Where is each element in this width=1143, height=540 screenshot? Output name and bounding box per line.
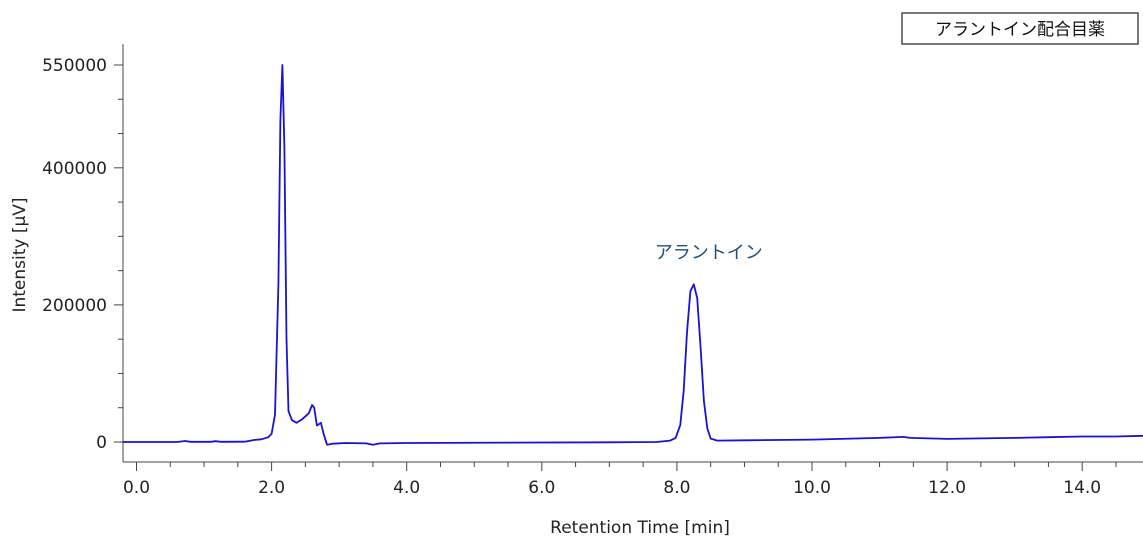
- x-tick-label: 10.0: [793, 478, 831, 498]
- y-axis-ticks: 0 200000 400000 550000: [42, 56, 123, 453]
- sample-label-frame: [901, 12, 1139, 45]
- x-axis-ticks: 0.0 2.0 4.0 6.0 8.0 10.0 12.0 14.0: [123, 462, 1117, 498]
- x-tick-label: 12.0: [928, 478, 966, 498]
- x-axis-title: Retention Time [min]: [550, 518, 730, 538]
- series-layer: [123, 64, 1143, 446]
- y-tick-label: 0: [96, 433, 107, 453]
- y-tick-label: 550000: [42, 56, 107, 76]
- x-tick-label: 6.0: [528, 478, 555, 498]
- peak-label: アラントイン: [655, 242, 763, 263]
- sample-label-box: アラントイン配合目薬: [901, 12, 1139, 45]
- x-tick-label: 2.0: [258, 478, 285, 498]
- x-tick-label: 4.0: [393, 478, 420, 498]
- annotation-layer: アラントイン: [655, 242, 763, 263]
- y-tick-label: 400000: [42, 159, 107, 179]
- chromatogram-trace: [123, 64, 1143, 446]
- y-axis-title: Intensity [µV]: [10, 197, 30, 312]
- x-tick-label: 8.0: [663, 478, 690, 498]
- x-tick-label: 0.0: [123, 478, 150, 498]
- x-tick-label: 14.0: [1063, 478, 1101, 498]
- y-tick-label: 200000: [42, 296, 107, 316]
- sample-label: アラントイン配合目薬: [935, 20, 1105, 40]
